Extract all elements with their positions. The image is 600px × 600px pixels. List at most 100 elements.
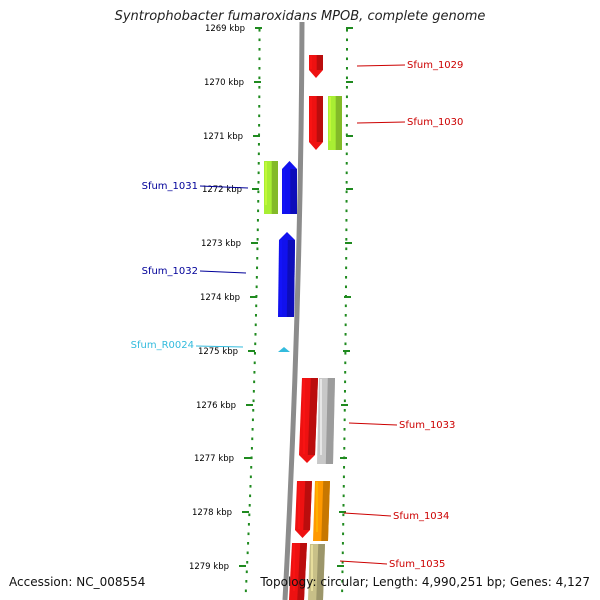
scale-tick-right xyxy=(339,511,346,513)
scale-dot xyxy=(254,314,257,317)
scale-dot xyxy=(341,570,344,574)
gene-sfum-1031-highlight xyxy=(283,169,285,212)
scale-dot xyxy=(344,314,347,317)
scale-dot xyxy=(258,38,261,42)
scale-tick-right xyxy=(346,81,353,83)
scale-label: 1272 kbp xyxy=(202,185,242,195)
scale-tick-left xyxy=(253,135,260,137)
scale-dot xyxy=(345,57,348,61)
gene-label-sfum-1032: Sfum_1032 xyxy=(142,266,198,277)
label-leader-sfum-1029 xyxy=(356,64,406,67)
gene-lime-block-1-highlight xyxy=(329,97,331,141)
scale-label: 1279 kbp xyxy=(189,562,229,572)
scale-dot xyxy=(256,238,259,241)
scale-label: 1270 kbp xyxy=(204,78,244,88)
scale-dot xyxy=(345,276,348,279)
scale-dot xyxy=(248,504,251,507)
scale-dot xyxy=(343,447,346,450)
scale-dot xyxy=(258,105,261,108)
scale-dot xyxy=(344,304,347,308)
gene-sfum-1030-shade xyxy=(316,96,323,142)
label-leader-sfum-1031 xyxy=(199,185,249,189)
scale-dot xyxy=(343,399,346,403)
scale-dot xyxy=(254,323,257,327)
scale-label: 1276 kbp xyxy=(196,401,236,411)
gene-sfum-1034 xyxy=(313,481,330,541)
scale-dot xyxy=(251,437,254,441)
scale-dot xyxy=(258,57,261,61)
scale-label: 1274 kbp xyxy=(200,293,240,303)
gene-sfum-r0024 xyxy=(278,347,290,352)
scale-dot xyxy=(343,428,346,431)
scale-label: 1271 kbp xyxy=(203,132,243,142)
gene-lime-block-1 xyxy=(328,96,342,150)
scale-dot xyxy=(258,29,261,32)
scale-dot xyxy=(247,523,250,526)
scale-tick-right xyxy=(346,188,353,190)
scale-dot xyxy=(250,466,253,469)
scale-dot xyxy=(257,143,260,146)
scale-dot xyxy=(258,86,261,89)
scale-dot xyxy=(252,409,255,412)
scale-dot xyxy=(341,580,344,583)
scale-tick-right xyxy=(340,457,347,459)
scale-dot xyxy=(257,171,260,175)
scale-dot xyxy=(342,475,345,479)
label-leader-sfum-1035 xyxy=(339,560,388,565)
scale-dot xyxy=(345,219,348,222)
gene-sfum-1035-red xyxy=(289,543,307,600)
scale-label: 1278 kbp xyxy=(192,508,232,518)
scale-dot xyxy=(346,29,348,32)
scale-dot xyxy=(345,266,348,270)
scale-dot xyxy=(255,276,258,279)
scale-dot xyxy=(345,86,348,89)
scale-tick-left xyxy=(252,188,259,190)
scale-tick-right xyxy=(346,135,353,137)
scale-dot xyxy=(342,485,345,488)
scale-dot xyxy=(254,333,257,336)
scale-dot xyxy=(247,532,250,536)
scale-dot xyxy=(249,485,252,488)
scale-dot xyxy=(250,456,253,460)
scale-dot xyxy=(345,162,348,165)
gene-labels: Sfum_1029 Sfum_1030 Sfum_1031 Sfum_1032 Sfum… xyxy=(131,60,464,570)
scale-dot xyxy=(342,523,345,526)
gene-sfum-1031 xyxy=(282,161,297,214)
scale-dot xyxy=(345,190,348,194)
accession-text: Accession: NC_008554 xyxy=(9,575,146,589)
scale-dot xyxy=(345,67,348,70)
scale-dot xyxy=(258,48,261,51)
scale-dot xyxy=(249,475,252,479)
gene-sfum-1035 xyxy=(308,544,325,600)
scale-tick-left xyxy=(250,296,257,298)
gene-sfum-1033-red-highlight xyxy=(303,379,305,454)
scale-dot xyxy=(345,257,348,260)
scale-dot-rings xyxy=(244,29,348,593)
scale-dot xyxy=(345,124,348,127)
scale-dot xyxy=(343,390,346,393)
scale-dot xyxy=(257,162,260,165)
scale-dot xyxy=(344,323,347,327)
gene-sfum-1032-highlight xyxy=(280,240,282,315)
scale-dot xyxy=(341,589,344,593)
scale-dot xyxy=(256,257,259,260)
scale-dot xyxy=(345,105,348,108)
gene-sfum-1033-red xyxy=(299,378,318,463)
scale-tick-right xyxy=(346,27,353,29)
label-leader-sfum-1033 xyxy=(348,422,398,426)
gene-sfum-1033-red-shade xyxy=(307,378,318,455)
scale-dot xyxy=(345,171,348,175)
page-title: Syntrophobacter fumaroxidans MPOB, compl… xyxy=(114,9,486,24)
gene-sfum-1032-shade xyxy=(286,240,295,317)
scale-dot xyxy=(253,371,256,374)
scale-dot xyxy=(344,285,347,289)
scale-tick-left xyxy=(254,81,261,83)
gene-lime-block-2-highlight xyxy=(265,162,267,205)
scale-dot xyxy=(252,399,255,403)
genome-backbone xyxy=(282,21,305,600)
scale-dot xyxy=(258,114,261,118)
scale-dot xyxy=(258,133,261,137)
scale-dot xyxy=(341,551,344,555)
scale-dot xyxy=(344,371,347,374)
scale-dot xyxy=(256,247,259,251)
